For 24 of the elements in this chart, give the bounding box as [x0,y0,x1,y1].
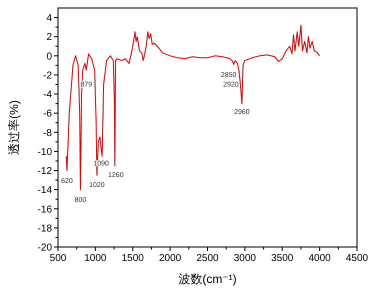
x-tick-label: 4000 [308,253,332,264]
x-tick-label: 2500 [196,253,220,264]
x-tick-label: 4500 [346,253,369,264]
y-tick-label: -10 [38,146,52,158]
y-tick-label: -12 [38,166,52,178]
x-tick-label: 3000 [234,253,256,264]
x-tick-label: 2000 [159,253,182,264]
y-tick-label: -20 [38,242,52,254]
y-tick-label: -2 [43,70,52,82]
y-tick-label: -8 [43,128,52,139]
y-tick-label: -14 [38,185,52,196]
x-tick-label: 1500 [122,253,144,264]
x-tick-label: 3500 [271,253,294,264]
x-axis-title: 波数(cm⁻¹) [178,272,237,286]
x-tick-label: 1000 [84,253,107,264]
y-tick-label: -18 [38,223,52,234]
y-tick-label: -6 [43,108,52,120]
y-tick-label: 2 [46,32,52,44]
y-tick-label: 4 [46,13,52,24]
y-tick-label: 0 [46,51,52,62]
y-tick-label: -16 [38,204,52,216]
x-tick-label: 500 [50,253,67,264]
y-tick-label: -4 [43,90,52,101]
y-axis-title: 透过率(%) [7,100,21,155]
